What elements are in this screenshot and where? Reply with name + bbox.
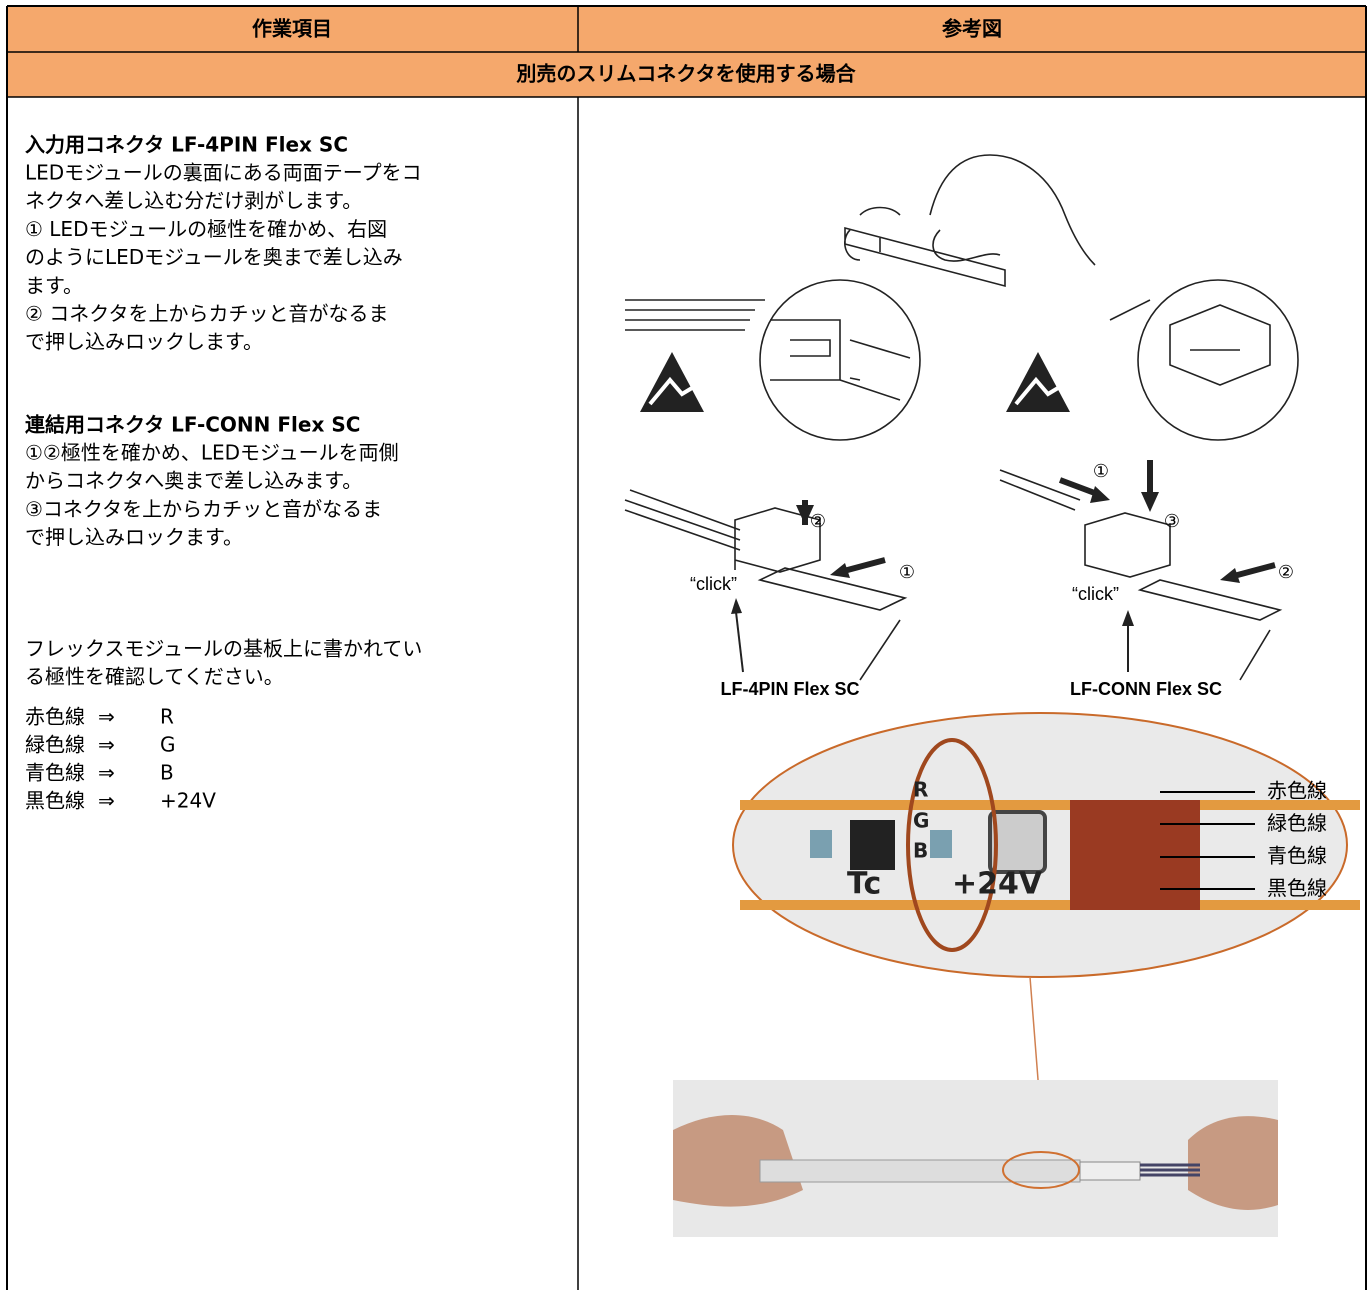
- figure-labels: “click” “click” ② ① ① ③ ② LF-4PIN Flex SC LF-CON…: [690, 461, 1327, 902]
- callout: LF-4PIN Flex SC: [720, 679, 859, 699]
- text-line: からコネクタへ奥まで差し込みます。: [25, 469, 362, 493]
- click-label: “click”: [1072, 584, 1119, 604]
- wire-map: 赤色線: [25, 705, 85, 729]
- instructions: 入力用コネクタ LF-4PIN Flex SC LEDモジュールの裏面にある両面テ…: [25, 133, 422, 813]
- text-line: ③コネクタを上からカチッと音がなるま: [25, 497, 382, 521]
- text-line: ます。: [25, 273, 83, 297]
- wire-map: ⇒: [98, 761, 115, 785]
- section-title: 別売のスリムコネクタを使用する場合: [516, 62, 856, 86]
- step-number: ③: [1164, 511, 1180, 532]
- illustrations: [624, 154, 1360, 1237]
- step-number: ②: [810, 511, 826, 532]
- wire-map: 黒色線: [25, 789, 85, 813]
- table-frame: [6, 5, 1367, 1290]
- text-line: で押し込みロックします。: [25, 330, 263, 354]
- wire-map: B: [160, 761, 174, 785]
- pcb-marking: R: [913, 778, 928, 802]
- wire-label: 青色線: [1267, 844, 1327, 868]
- text-line: ① LEDモジュールの極性を確かめ、右図: [25, 217, 387, 241]
- header: 参考図: [942, 17, 1002, 41]
- wire-map: 緑色線: [25, 733, 85, 757]
- block-title: 連結用コネクタ LF-CONN Flex SC: [25, 413, 360, 437]
- pcb-marking: +24V: [952, 867, 1043, 902]
- pcb-marking: G: [913, 809, 929, 833]
- step-number: ②: [1278, 562, 1294, 583]
- text-line: のようにLEDモジュールを奥まで差し込み: [25, 245, 403, 269]
- step-number: ①: [1093, 461, 1109, 482]
- wire-map: 青色線: [25, 761, 85, 785]
- click-label: “click”: [690, 574, 737, 594]
- wire-label: 黒色線: [1267, 876, 1327, 900]
- text-line: で押し込みロックます。: [25, 525, 243, 549]
- wire-map: ⇒: [98, 733, 115, 757]
- pcb-marking: Tc: [847, 867, 881, 902]
- header: 作業項目: [252, 17, 332, 41]
- wire-map: ⇒: [98, 789, 115, 813]
- callout: LF-CONN Flex SC: [1070, 679, 1222, 699]
- block-title: 入力用コネクタ LF-4PIN Flex SC: [25, 133, 348, 157]
- text-line: LEDモジュールの裏面にある両面テープをコ: [25, 161, 422, 185]
- text-line: る極性を確認してください。: [25, 665, 284, 689]
- wire-label: 赤色線: [1267, 779, 1327, 803]
- text-line: フレックスモジュールの基板上に書かれてい: [25, 637, 422, 661]
- text-line: ①②極性を確かめ、LEDモジュールを両側: [25, 441, 399, 465]
- step-number: ①: [899, 562, 915, 583]
- wire-map: G: [160, 733, 176, 757]
- wire-map: +24V: [160, 789, 216, 813]
- pcb-marking: B: [913, 839, 928, 863]
- wire-map: R: [160, 705, 174, 729]
- text-line: ② コネクタを上からカチッと音がなるま: [25, 302, 389, 326]
- text-line: ネクタへ差し込む分だけ剥がします。: [25, 189, 362, 213]
- wire-map: ⇒: [98, 705, 115, 729]
- wire-label: 緑色線: [1267, 811, 1327, 835]
